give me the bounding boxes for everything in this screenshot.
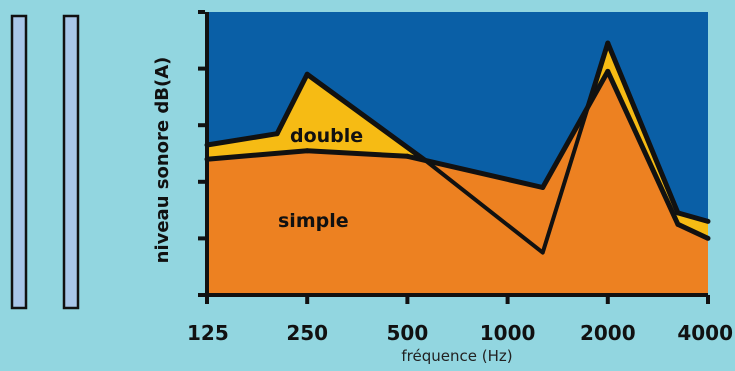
y-axis-label: niveau sonore dB(A): [152, 57, 173, 264]
x-tick-label-5: 4000: [677, 321, 733, 345]
point-simple-1: [304, 148, 310, 154]
x-tick-label-4: 2000: [580, 321, 636, 345]
glass-panels: [10, 14, 80, 310]
glass-panel-left: [10, 14, 28, 310]
glass-panel-right: [62, 14, 80, 310]
series-layer: [204, 40, 711, 296]
x-tick-label-3: 1000: [480, 321, 536, 345]
x-tick-label-0: 125: [187, 321, 229, 345]
line-double-overlay: [206, 41, 709, 255]
series-label-simple: simple: [278, 210, 349, 232]
axes-layer: [198, 10, 710, 304]
series-label-double: double: [290, 125, 363, 147]
point-simple-4: [605, 68, 611, 74]
point-simple-6: [705, 235, 711, 241]
x-tick-labels: 125 250 500 1000 2000 4000: [187, 321, 733, 345]
x-axis-label: fréquence (Hz): [401, 347, 512, 365]
point-simple-2: [404, 153, 410, 159]
point-simple-5: [675, 221, 681, 227]
x-tick-label-2: 500: [387, 321, 429, 345]
point-simple-3: [540, 185, 546, 190]
x-tick-label-1: 250: [286, 321, 328, 345]
